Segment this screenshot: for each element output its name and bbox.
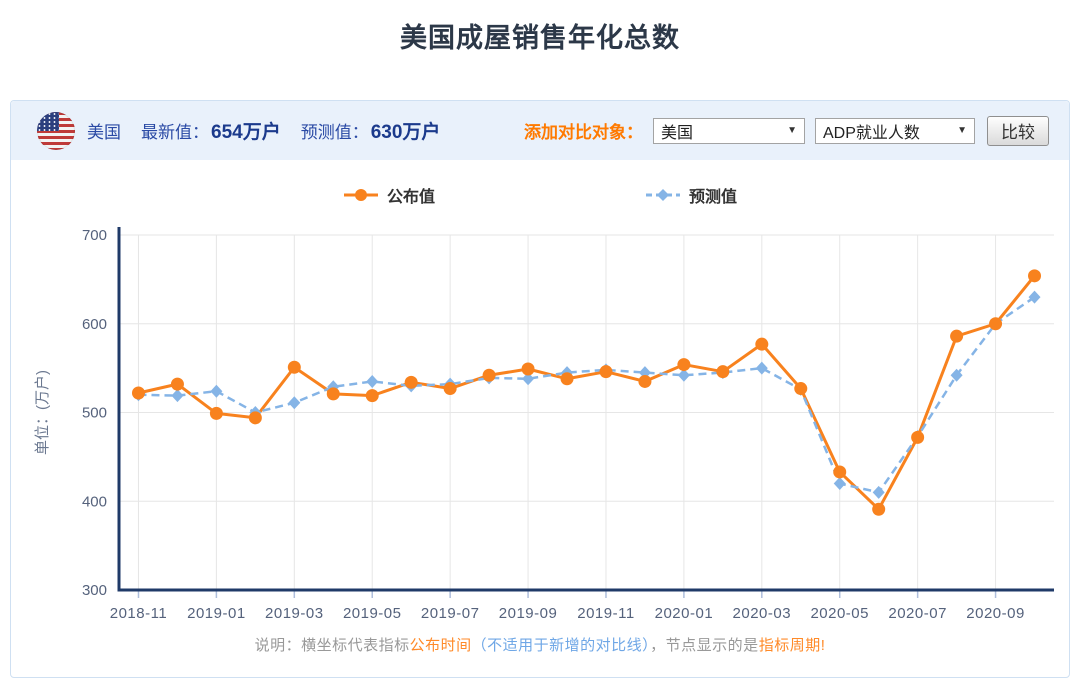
note-segment: （不适用于新增的对比线） [471,637,651,654]
latest-label: 最新值： [141,123,209,142]
published-line [138,274,1036,511]
forecast-value-group: 预测值： 630万户 [301,117,441,144]
legend-label: 预测值 [689,189,738,206]
x-tick-label: 2019-11 [577,605,634,622]
forecast-point[interactable] [677,368,690,382]
x-tick-label: 2020-01 [655,605,714,622]
x-tick-label: 2020-09 [966,605,1025,622]
y-tick-label: 600 [82,316,107,333]
indicator-select-value: ADP就业人数 [823,124,920,142]
country-select-value: 美国 [661,124,694,142]
note-segment: 公布时间 [409,637,472,654]
country-label: 美国 [87,123,121,142]
latest-value: 654万户 [211,122,281,143]
published-point[interactable] [950,329,964,343]
compare-target-label: 添加对比对象： [524,123,643,142]
diamond-dashed-marker-icon [646,189,680,201]
forecast-point[interactable] [872,485,885,499]
published-point[interactable] [560,372,574,386]
published-point[interactable] [131,386,145,400]
us-flag-icon [37,111,75,150]
latest-value-group: 最新值： 654万户 [141,117,281,144]
chevron-down-icon: ▼ [787,125,797,136]
line-chart: 300 400 500 600 700 2018-11 2019-01 2019-03 2019… [34,227,1054,622]
published-point[interactable] [482,368,496,382]
legend-item-published[interactable]: 公布值 [343,184,435,206]
forecast-point[interactable] [366,374,379,388]
card-header: 美国 最新值： 654万户 预测值： 630万户 添加对比对象： 美国 ▼ ADP就… [11,101,1069,160]
indicator-card: 美国 最新值： 654万户 预测值： 630万户 添加对比对象： 美国 ▼ ADP就… [10,100,1070,678]
note-segment: 指标周期! [758,637,826,654]
published-point[interactable] [443,382,457,396]
country-select[interactable]: 美国 ▼ [653,117,805,144]
published-point[interactable] [638,374,652,388]
x-tick-label: 2019-03 [265,605,324,622]
published-point[interactable] [872,502,886,516]
compare-button[interactable]: 比较 [987,115,1049,146]
published-point[interactable] [911,430,925,444]
forecast-point[interactable] [950,368,963,382]
published-point[interactable] [989,317,1003,331]
forecast-point[interactable] [1028,290,1041,304]
forecast-point[interactable] [522,372,535,386]
note-segment: 说明：横坐标代表指标 [254,637,410,654]
published-point[interactable] [404,375,418,389]
forecast-label: 预测值： [300,123,369,142]
circle-line-marker-icon [343,189,378,201]
flag-canton [37,111,60,131]
forecast-point[interactable] [327,380,340,394]
page-title: 美国成屋销售年化总数 [400,23,680,53]
published-point[interactable] [833,465,847,479]
x-tick-label: 2020-05 [810,605,869,622]
forecast-point[interactable] [171,389,184,403]
legend-label: 公布值 [386,189,435,206]
published-point[interactable] [287,360,301,374]
published-point[interactable] [365,389,379,403]
x-tick-label: 2020-07 [888,605,947,622]
forecast-point[interactable] [288,396,301,410]
chart-legend: 公布值 预测值 [11,184,1069,206]
chevron-down-icon: ▼ [957,125,967,136]
note-segment: ，节点显示的是 [650,637,759,654]
y-tick-label: 500 [82,405,107,422]
forecast-value: 630万户 [370,122,441,143]
y-tick-label: 400 [82,493,107,510]
forecast-point[interactable] [210,384,223,398]
x-tick-label: 2020-03 [733,605,792,622]
published-point[interactable] [209,406,223,420]
y-tick-label: 700 [82,227,107,244]
indicator-select[interactable]: ADP就业人数 ▼ [815,117,975,144]
x-tick-label: 2019-09 [499,605,558,622]
x-tick-label: 2019-07 [421,605,480,622]
forecast-point[interactable] [833,477,846,490]
published-point[interactable] [326,387,340,401]
chart-note: 说明：横坐标代表指标公布时间（不适用于新增的对比线），节点显示的是指标周期! [11,634,1069,655]
y-axis-title: 单位：(万户) [34,370,51,455]
published-point[interactable] [794,382,808,396]
published-point[interactable] [170,377,184,391]
y-tick-label: 300 [82,582,107,599]
published-point[interactable] [521,362,535,376]
legend-item-forecast[interactable]: 预测值 [645,184,737,206]
x-tick-label: 2019-05 [343,605,402,622]
published-point[interactable] [755,337,769,351]
published-point[interactable] [1028,269,1042,283]
forecast-line [138,296,1036,494]
x-tick-label: 2018-11 [110,605,167,622]
x-tick-label: 2019-01 [187,605,246,622]
published-point[interactable] [599,365,613,379]
forecast-point[interactable] [755,361,768,375]
published-point[interactable] [248,411,262,425]
published-point[interactable] [716,365,730,379]
published-point[interactable] [677,358,691,372]
